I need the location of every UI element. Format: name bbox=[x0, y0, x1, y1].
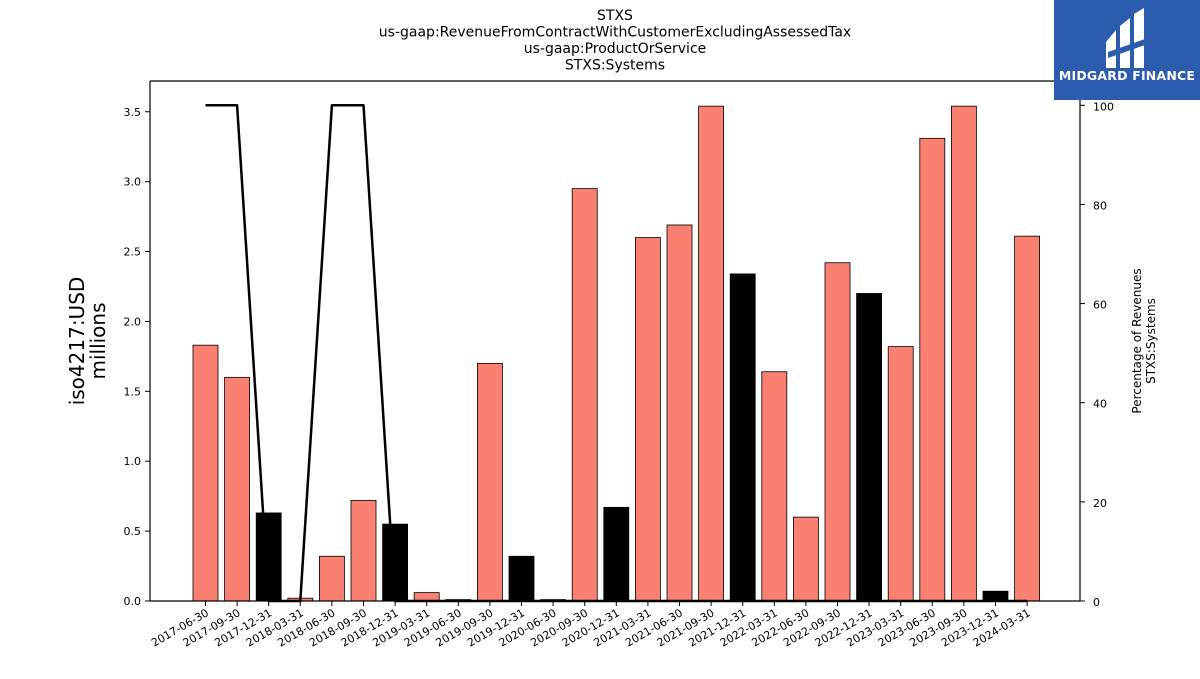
bar-2019-03-31 bbox=[413, 592, 440, 602]
y-left-tick-label-2.0: 2.0 bbox=[124, 315, 142, 328]
bar-2018-09-30 bbox=[350, 499, 377, 602]
bar-2021-06-30 bbox=[666, 224, 693, 602]
y-right-tick-label-20: 20 bbox=[1093, 497, 1107, 510]
bar-2019-09-30 bbox=[476, 362, 503, 602]
y-right-axis-label-0: Percentage of Revenues bbox=[1130, 268, 1144, 413]
bar-2022-12-31 bbox=[856, 293, 882, 602]
bar-2020-09-30 bbox=[571, 188, 598, 602]
chart-title-line-0: STXS bbox=[597, 8, 633, 24]
bar-2022-09-30 bbox=[824, 262, 851, 602]
y-left-tick-label-1.5: 1.5 bbox=[124, 385, 142, 398]
bar-2017-09-30 bbox=[224, 376, 251, 602]
bar-2021-03-31 bbox=[635, 237, 661, 602]
y-right-tick-label-80: 80 bbox=[1093, 199, 1107, 212]
y-right-tick-label-40: 40 bbox=[1093, 398, 1107, 411]
chart-title-line-1: us-gaap:RevenueFromContractWithCustomerE… bbox=[379, 25, 851, 41]
y-left-tick-label-0.5: 0.5 bbox=[124, 525, 142, 538]
y-right-axis-label-1: STXS:Systems bbox=[1144, 298, 1158, 384]
bar-2022-03-31 bbox=[761, 371, 788, 602]
chart-title-line-3: STXS:Systems bbox=[565, 58, 665, 74]
brand-name: MIDGARD FINANCE bbox=[1058, 68, 1196, 83]
y-left-tick-label-3.0: 3.0 bbox=[124, 176, 142, 189]
y-left-tick-label-3.5: 3.5 bbox=[124, 106, 142, 119]
bar-2023-12-31 bbox=[982, 590, 1009, 602]
y-right-tick-label-60: 60 bbox=[1093, 299, 1107, 312]
logo-mark-icon bbox=[1106, 8, 1148, 68]
bar-2017-06-30 bbox=[192, 344, 219, 602]
brand-logo: MIDGARD FINANCE bbox=[1054, 0, 1200, 100]
y-left-axis-label-0: iso4217:USD bbox=[65, 277, 89, 406]
y-right-tick-label-0: 0 bbox=[1093, 596, 1100, 609]
bar-2021-09-30 bbox=[698, 105, 724, 602]
y-right-tick-label-100: 100 bbox=[1093, 100, 1114, 113]
y-left-tick-label-0.0: 0.0 bbox=[124, 595, 142, 608]
y-left-axis-label-1: millions bbox=[86, 302, 110, 379]
bar-2023-06-30 bbox=[919, 137, 946, 602]
bar-2018-06-30 bbox=[318, 555, 345, 602]
bar-2019-12-31 bbox=[508, 555, 535, 602]
bar-2020-12-31 bbox=[603, 506, 630, 602]
y-left-tick-label-2.5: 2.5 bbox=[124, 246, 142, 259]
chart-title-line-2: us-gaap:ProductOrService bbox=[524, 41, 707, 57]
bar-2021-12-31 bbox=[729, 273, 756, 602]
bar-2022-06-30 bbox=[793, 516, 819, 602]
bar-2023-09-30 bbox=[951, 105, 977, 602]
bar-2023-03-31 bbox=[887, 346, 914, 602]
bar-2024-03-31 bbox=[1014, 235, 1040, 602]
y-left-tick-label-1.0: 1.0 bbox=[124, 455, 142, 468]
